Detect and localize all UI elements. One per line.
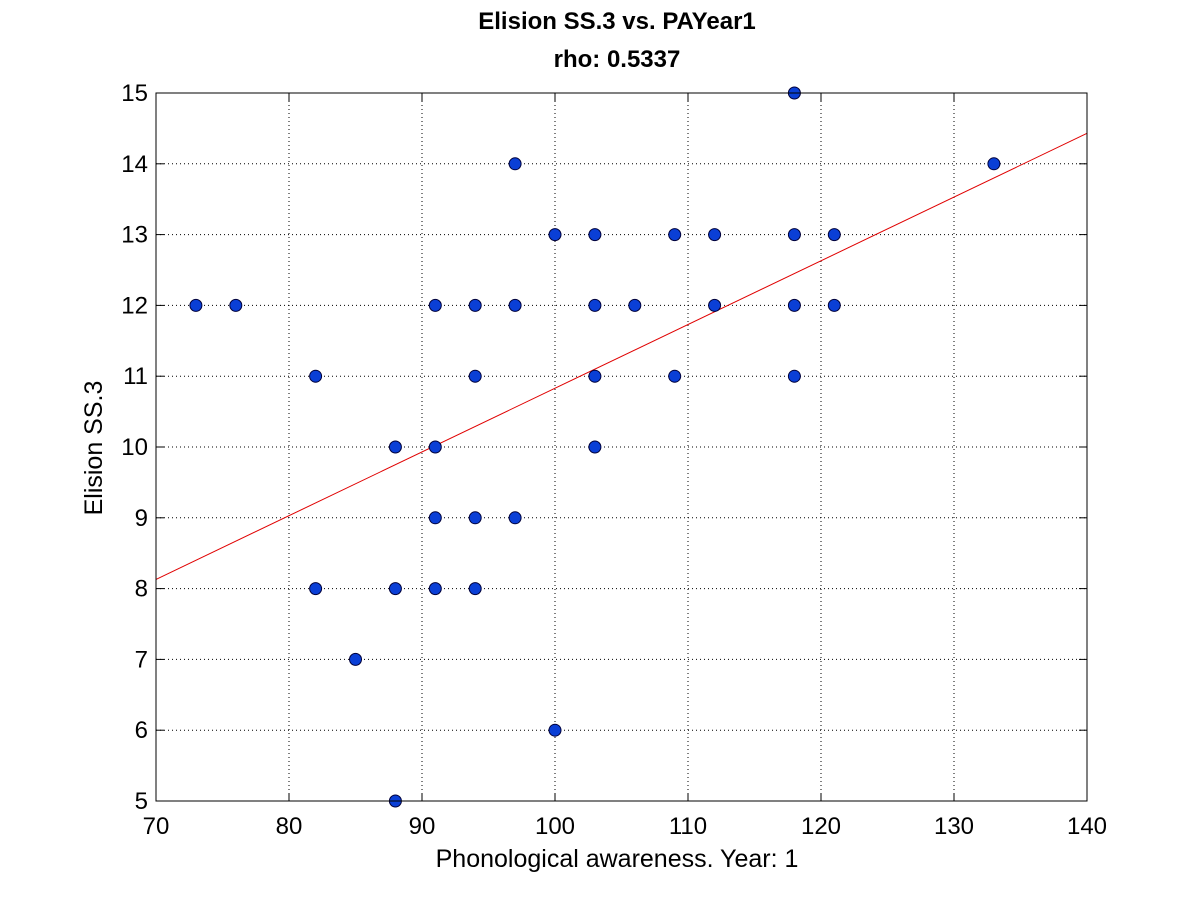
axis-ticks [155, 92, 1088, 802]
data-point [468, 298, 482, 312]
data-point [668, 369, 682, 383]
y-tick-labels: 5 6 7 8 9 10 11 12 13 14 15 [121, 80, 148, 815]
data-point [468, 582, 482, 596]
y-tick-label: 10 [121, 434, 148, 461]
data-point [708, 298, 722, 312]
data-point [468, 369, 482, 383]
data-point [787, 298, 801, 312]
y-tick-label: 9 [135, 505, 148, 532]
data-point [309, 369, 323, 383]
data-point [588, 228, 602, 242]
data-point [588, 440, 602, 454]
data-point [987, 157, 1001, 171]
data-point [827, 298, 841, 312]
chart-subtitle: rho: 0.5337 [554, 46, 681, 73]
regression-line-group [155, 132, 1088, 580]
data-point [708, 228, 722, 242]
y-tick-label: 12 [121, 292, 148, 319]
data-point [628, 298, 642, 312]
data-point [588, 298, 602, 312]
data-point [508, 157, 522, 171]
x-tick-label: 90 [409, 813, 436, 840]
data-point [388, 440, 402, 454]
y-tick-label: 14 [121, 151, 148, 178]
data-point [428, 440, 442, 454]
data-point [548, 723, 562, 737]
data-point [787, 369, 801, 383]
x-tick-label: 70 [143, 813, 170, 840]
data-point [388, 582, 402, 596]
data-points [189, 86, 1001, 808]
data-point [508, 298, 522, 312]
data-point [428, 582, 442, 596]
data-point [508, 511, 522, 525]
y-axis-label: Elision SS.3 [80, 381, 108, 516]
chart-title: Elision SS.3 vs. PAYear1 [478, 8, 756, 35]
x-tick-labels: 70 80 90 100 110 120 130 140 [143, 813, 1107, 840]
grid-lines [156, 93, 1087, 801]
x-tick-label: 80 [276, 813, 303, 840]
plot-frame [155, 92, 1088, 802]
data-point [668, 228, 682, 242]
y-tick-label: 15 [121, 80, 148, 107]
y-tick-label: 8 [135, 576, 148, 603]
x-tick-label: 110 [669, 813, 707, 840]
data-point [428, 511, 442, 525]
x-tick-label: 100 [535, 813, 575, 840]
x-tick-label: 120 [801, 813, 841, 840]
x-tick-label: 140 [1067, 813, 1107, 840]
data-point [787, 228, 801, 242]
y-tick-label: 6 [135, 717, 148, 744]
data-point [349, 652, 362, 666]
data-point [588, 369, 602, 383]
y-tick-label: 7 [135, 646, 148, 673]
y-tick-label: 11 [123, 363, 148, 390]
data-point [189, 298, 203, 312]
x-axis-label: Phonological awareness. Year: 1 [436, 845, 799, 873]
data-point [468, 511, 482, 525]
y-tick-label: 5 [135, 788, 148, 815]
regression-line [155, 132, 1088, 580]
data-point [827, 228, 841, 242]
data-point [428, 298, 442, 312]
x-tick-label: 130 [934, 813, 974, 840]
y-tick-label: 13 [121, 222, 148, 249]
data-point [548, 228, 562, 242]
data-point [229, 298, 243, 312]
data-point [309, 582, 323, 596]
